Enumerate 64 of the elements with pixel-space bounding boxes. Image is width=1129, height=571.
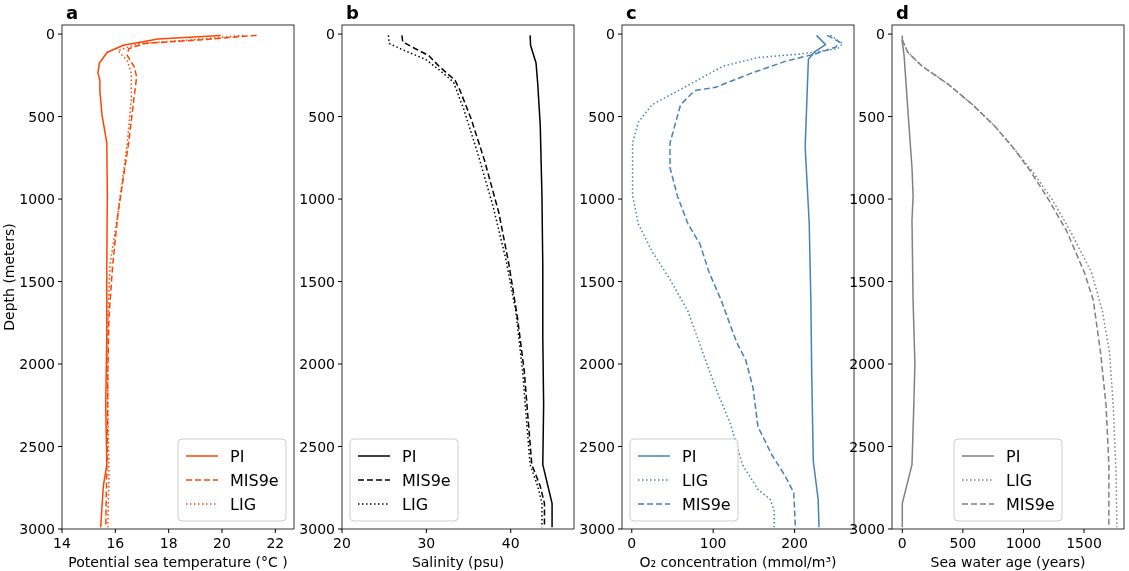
legend-label: MIS9e — [1006, 495, 1055, 514]
y-tick-label: 500 — [28, 108, 55, 125]
x-tick-label: 20 — [213, 535, 231, 551]
legend-label: MIS9e — [230, 471, 279, 490]
y-tick-label: 500 — [588, 108, 615, 125]
x-tick-label: 1500 — [1066, 535, 1102, 551]
y-tick-label: 1500 — [849, 273, 885, 290]
y-tick-label: 0 — [876, 26, 885, 43]
y-tick-label: 0 — [606, 26, 615, 43]
legend-label: LIG — [682, 471, 709, 490]
y-tick-label: 1000 — [19, 191, 55, 208]
y-tick-label: 2500 — [299, 438, 335, 455]
y-tick-label: 1500 — [579, 273, 615, 290]
legend-label: PI — [682, 447, 697, 466]
legend-label: LIG — [230, 495, 257, 514]
legend-label: MIS9e — [402, 471, 451, 490]
x-tick-label: 20 — [333, 535, 351, 551]
x-tick-label: 30 — [417, 535, 436, 551]
legend-label: LIG — [1006, 471, 1033, 490]
legend-label: PI — [402, 447, 417, 466]
legend-label: LIG — [402, 495, 429, 514]
x-tick-label: 18 — [159, 535, 178, 551]
y-tick-label: 0 — [326, 26, 335, 43]
y-tick-label: 0 — [46, 26, 55, 43]
chart-title: b — [346, 2, 359, 23]
y-tick-label: 2000 — [299, 356, 335, 373]
x-axis-title: O₂ concentration (mmol/m³) — [639, 554, 837, 570]
y-tick-label: 1000 — [849, 191, 885, 208]
chart-title: a — [66, 2, 79, 23]
y-tick-label: 3000 — [579, 521, 615, 537]
legend-label: PI — [230, 447, 245, 466]
x-tick-label: 500 — [949, 535, 977, 551]
x-tick-label: 22 — [266, 535, 285, 551]
y-tick-label: 1500 — [299, 273, 335, 290]
y-tick-label: 500 — [858, 108, 885, 125]
y-axis-title: Depth (meters) — [1, 223, 17, 331]
x-tick-label: 0 — [627, 535, 637, 551]
legend-label: PI — [1006, 447, 1021, 466]
x-tick-label: 14 — [53, 535, 71, 551]
x-tick-label: 200 — [781, 535, 808, 551]
y-tick-label: 3000 — [19, 521, 55, 537]
legend-label: MIS9e — [682, 495, 731, 514]
y-tick-label: 1500 — [19, 273, 55, 290]
chart-title: d — [896, 2, 909, 23]
x-axis-title: Potential sea temperature (°C ) — [68, 554, 288, 570]
x-tick-label: 40 — [501, 535, 520, 551]
y-tick-label: 3000 — [849, 521, 885, 537]
x-axis-title: Salinity (psu) — [411, 554, 505, 570]
y-tick-label: 2500 — [849, 438, 885, 455]
y-tick-label: 1000 — [299, 191, 335, 208]
y-tick-label: 500 — [308, 108, 335, 125]
x-tick-label: 1000 — [1005, 535, 1042, 551]
y-tick-label: 2000 — [579, 356, 615, 373]
x-tick-label: 100 — [699, 535, 727, 551]
y-tick-label: 2000 — [19, 356, 55, 373]
x-tick-label: 16 — [106, 535, 125, 551]
chart-title: c — [626, 2, 637, 23]
x-axis-title: Sea water age (years) — [930, 554, 1086, 570]
y-tick-label: 2000 — [849, 356, 885, 373]
y-tick-label: 1000 — [579, 191, 615, 208]
y-tick-label: 2500 — [19, 438, 55, 455]
y-tick-label: 3000 — [299, 521, 335, 537]
y-tick-label: 2500 — [579, 438, 615, 455]
x-tick-label: 0 — [897, 535, 907, 551]
